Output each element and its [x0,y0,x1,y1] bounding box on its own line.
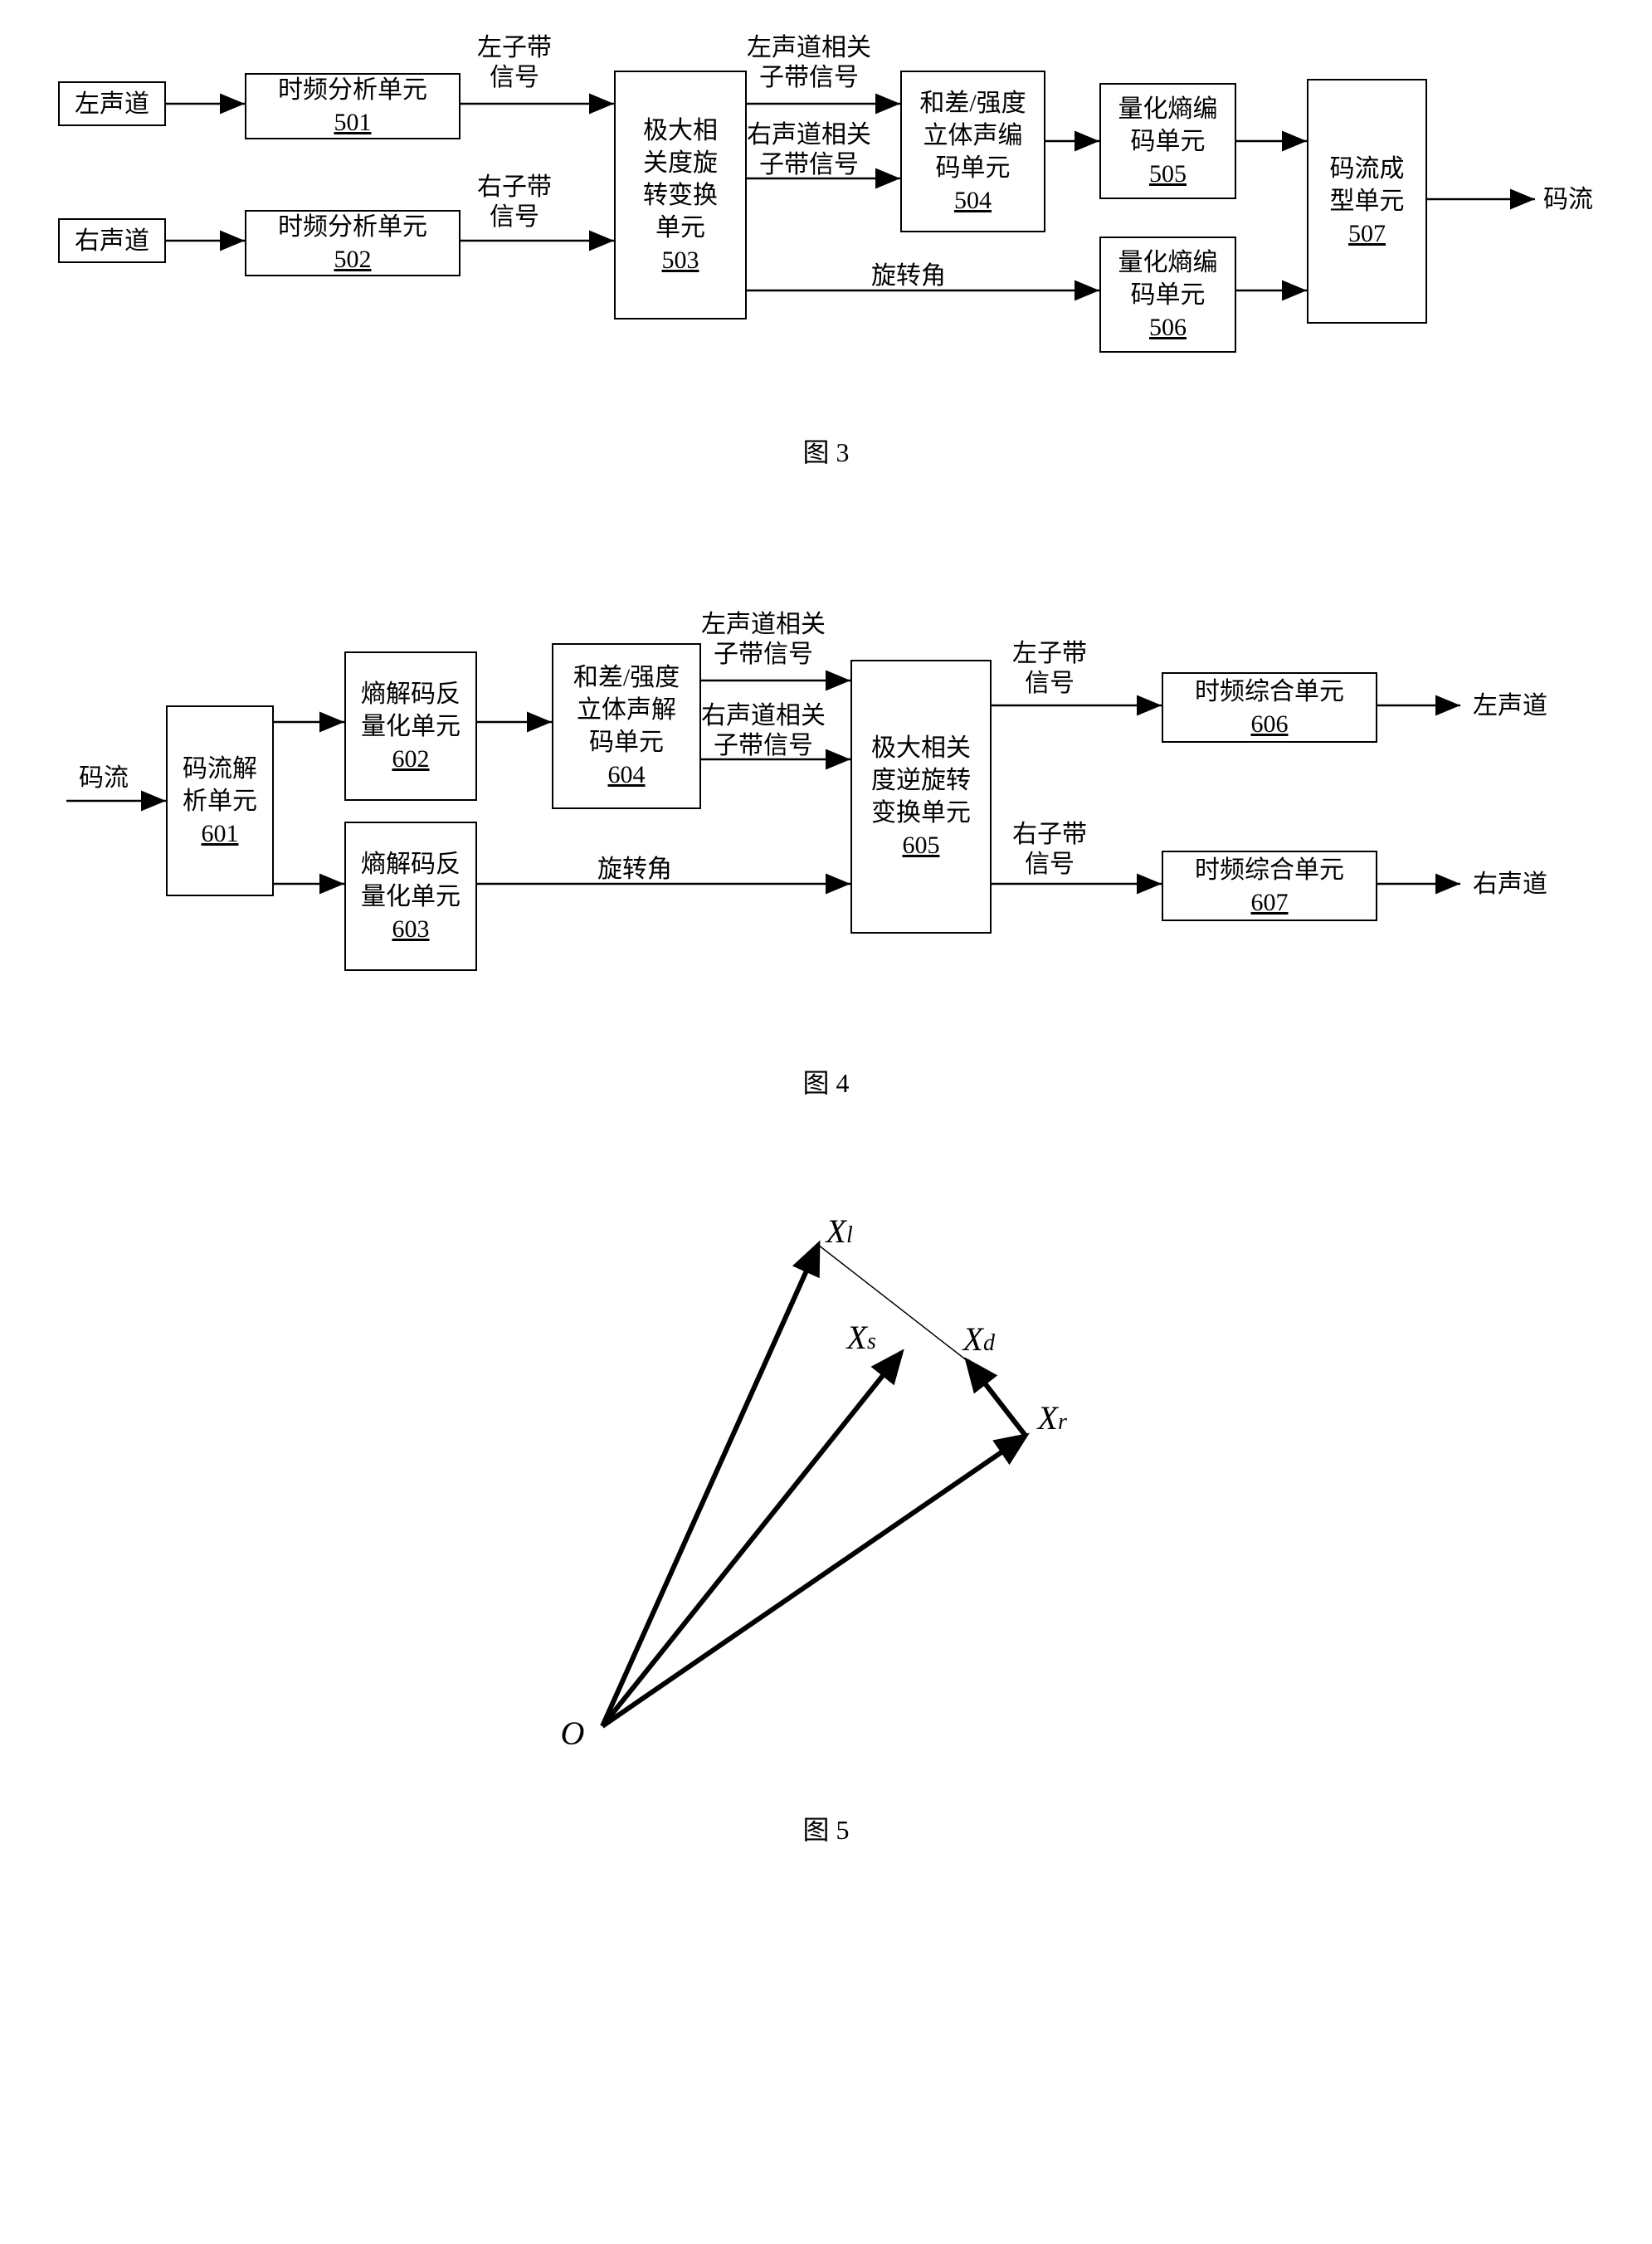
num: 502 [334,246,372,273]
fig3-label-left-sub: 左子带 信号 [477,33,552,93]
num: 601 [202,820,239,847]
text: 极大相关度旋转变换单元 [643,117,718,241]
fig3-label-right-sub: 右子带 信号 [477,173,552,232]
num: 607 [1251,889,1289,916]
fig3-box-503: 极大相关度旋转变换单元 503 [614,71,747,320]
fig4-box-607: 时频综合单元 607 [1162,851,1377,921]
fig5-xd: Xd [963,1320,995,1359]
fig4-box-606: 时频综合单元 606 [1162,672,1377,743]
t: X [847,1319,867,1356]
text: 熵解码反量化单元 [361,681,461,740]
t: X [826,1212,846,1250]
fig4-label-right-sub: 右子带 信号 [1012,820,1087,880]
num: 603 [392,915,430,943]
fig3-left-channel-label: 左声道 [58,81,166,126]
text: 码流成型单元 [1330,155,1405,215]
fig4-box-601: 码流解析单元 601 [166,705,274,896]
t: X [963,1320,983,1358]
num: 602 [392,745,430,773]
fig4-label-right-corr: 右声道相关 子带信号 [701,701,826,761]
fig3-box-505: 量化熵编码单元 505 [1099,83,1236,199]
fig3-box-507: 码流成型单元 507 [1307,79,1427,324]
fig4-input-label: 码流 [79,763,129,793]
fig5-vectors: O Xl Xs Xd Xr [453,1195,1200,1776]
fig3-box-506: 量化熵编码单元 506 [1099,237,1236,353]
text: 熵解码反量化单元 [361,851,461,910]
fig3-box-504: 和差/强度立体声编码单元 504 [900,71,1045,232]
fig5-caption: 图 5 [17,1809,1635,1847]
text: 时频综合单元 [1195,678,1344,705]
s: d [983,1330,995,1356]
num: 505 [1149,160,1187,188]
text: 左声道 [75,88,149,120]
text: 时频分析单元 [278,76,427,104]
fig4-label-left-sub: 左子带 信号 [1012,639,1087,699]
text: 右声道 [75,225,149,257]
s: l [846,1222,853,1248]
figure-5: O Xl Xs Xd Xr 图 5 [17,1195,1635,1876]
num: 506 [1149,314,1187,341]
fig5-xl: Xl [826,1212,853,1251]
fig3-right-channel-label: 右声道 [58,218,166,263]
fig4-label-left-corr: 左声道相关 子带信号 [701,610,826,670]
text: 量化熵编码单元 [1118,95,1218,155]
text: 码流解析单元 [183,755,257,815]
fig5-xs: Xs [847,1318,876,1357]
num: 504 [954,187,992,214]
t: O [561,1715,585,1752]
text: 时频分析单元 [278,213,427,241]
fig4-out-left: 左声道 [1473,691,1547,721]
text: 和差/强度立体声解码单元 [573,664,680,756]
fig4-label-rotation: 旋转角 [597,855,672,885]
num: 605 [903,832,940,859]
fig4-box-603: 熵解码反量化单元 603 [344,822,477,971]
fig4-box-604: 和差/强度立体声解码单元 604 [552,643,701,809]
figure-4: 码流 码流解析单元 601 熵解码反量化单元 602 熵解码反量化单元 603 … [17,598,1635,1095]
fig5-origin: O [561,1714,585,1753]
s: r [1058,1409,1067,1435]
t: X [1038,1399,1058,1437]
figure-3: 左声道 右声道 时频分析单元 501 时频分析单元 502 极大相关度旋转变换单… [17,33,1635,465]
fig4-caption: 图 4 [17,1062,1635,1100]
num: 604 [608,761,646,788]
fig4-box-602: 熵解码反量化单元 602 [344,651,477,801]
fig5-xr: Xr [1038,1398,1067,1437]
fig3-box-502: 时频分析单元 502 [245,210,461,276]
fig4-box-605: 极大相关度逆旋转变换单元 605 [850,660,992,934]
num: 507 [1348,220,1386,247]
num: 503 [662,246,699,274]
fig5-svg [453,1195,1200,1776]
num: 501 [334,109,372,136]
text: 极大相关度逆旋转变换单元 [871,734,971,827]
fig3-label-left-corr: 左声道相关 子带信号 [747,33,871,93]
text: 和差/强度立体声编码单元 [919,90,1026,182]
fig3-box-501: 时频分析单元 501 [245,73,461,139]
fig3-label-right-corr: 右声道相关 子带信号 [747,120,871,180]
s: s [867,1329,876,1354]
text: 时频综合单元 [1195,856,1344,884]
fig3-label-output: 码流 [1543,185,1593,215]
fig3-label-rotation: 旋转角 [871,261,946,291]
fig3-caption: 图 3 [17,432,1635,470]
num: 606 [1251,710,1289,738]
fig4-out-right: 右声道 [1473,870,1547,900]
text: 量化熵编码单元 [1118,249,1218,309]
